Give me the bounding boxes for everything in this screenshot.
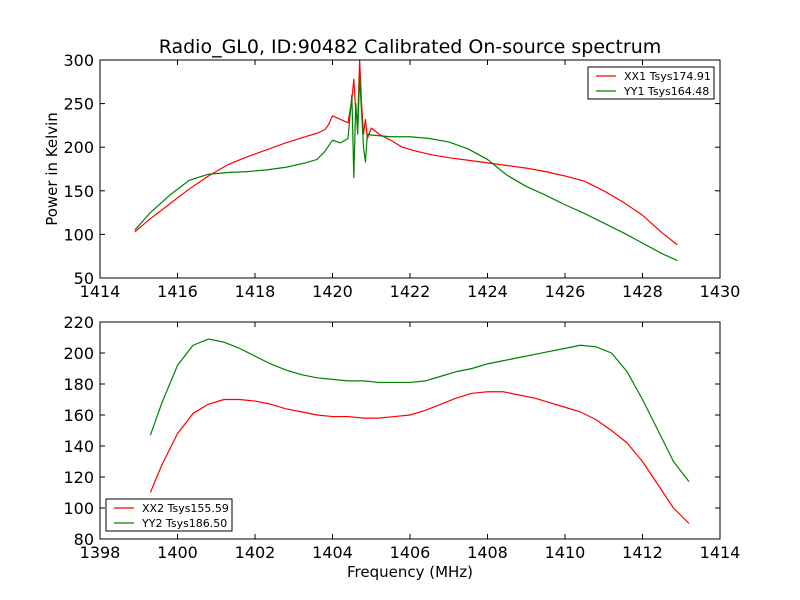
chart-top-x-tick-label: 1418 xyxy=(235,282,276,301)
chart-top-x-tick-label: 1422 xyxy=(390,282,431,301)
chart-top-legend-box xyxy=(587,66,715,100)
chart-top: Radio_GL0, ID:90482 Calibrated On-source… xyxy=(43,36,740,301)
chart-bottom-x-tick-label: 1400 xyxy=(157,543,198,562)
chart-top-y-tick-label: 250 xyxy=(63,95,94,114)
chart-bottom-legend: XX2 Tsys155.59 YY2 Tsys186.50 xyxy=(105,498,233,532)
chart-top-x-tick-label: 1416 xyxy=(157,282,198,301)
chart-top-legend: XX1 Tsys174.91 YY1 Tsys164.48 xyxy=(587,66,715,100)
chart-bottom-xlabel: Frequency (MHz) xyxy=(347,563,473,581)
chart-bottom-legend-label-2: YY2 Tsys186.50 xyxy=(141,517,227,530)
chart-top-y-tick-label: 300 xyxy=(63,51,94,70)
chart-bottom-x-tick-label: 1412 xyxy=(622,543,663,562)
chart-bottom-y-tick-label: 200 xyxy=(63,344,94,363)
chart-top-y-tick-label: 100 xyxy=(63,225,94,244)
chart-top-y-tick-label: 200 xyxy=(63,138,94,157)
chart-bottom-y-tick-label: 160 xyxy=(63,406,94,425)
chart-top-series-line-1 xyxy=(134,59,678,246)
chart-bottom-series-line-2 xyxy=(149,338,690,483)
chart-top-title: Radio_GL0, ID:90482 Calibrated On-source… xyxy=(159,36,662,58)
chart-bottom-x-tick-label: 1408 xyxy=(467,543,508,562)
chart-bottom-series-line-1 xyxy=(149,391,690,524)
chart-top-x-tick-label: 1430 xyxy=(700,282,741,301)
chart-bottom-x-tick-label: 1410 xyxy=(545,543,586,562)
chart-top-x-tick-label: 1420 xyxy=(312,282,353,301)
chart-bottom-y-tick-label: 180 xyxy=(63,375,94,394)
chart-bottom: Frequency (MHz) 1398 1400 1402 1404 1406 1408… xyxy=(63,313,740,581)
chart-top-legend-label-2: YY1 Tsys164.48 xyxy=(623,85,709,98)
chart-bottom-legend-label-1: XX2 Tsys155.59 xyxy=(142,502,229,515)
chart-bottom-y-tick-label: 120 xyxy=(63,468,94,487)
chart-bottom-legend-box xyxy=(105,498,233,532)
chart-top-y-tick-label: 150 xyxy=(63,182,94,201)
chart-bottom-y-tick-label: 80 xyxy=(74,530,94,549)
chart-top-x-tick-label: 1428 xyxy=(622,282,663,301)
chart-top-x-tick-label: 1414 xyxy=(80,282,121,301)
chart-bottom-x-tick-label: 1404 xyxy=(312,543,353,562)
chart-bottom-x-tick-label: 1402 xyxy=(235,543,276,562)
chart-bottom-x-tick-label: 1406 xyxy=(390,543,431,562)
chart-bottom-y-tick-label: 100 xyxy=(63,499,94,518)
chart-bottom-x-tick-label: 1414 xyxy=(700,543,741,562)
chart-top-x-tick-label: 1426 xyxy=(545,282,586,301)
chart-top-series-line-2 xyxy=(134,75,678,262)
chart-top-legend-label-1: XX1 Tsys174.91 xyxy=(624,70,711,83)
chart-bottom-ticks: 1398 1400 1402 1404 1406 1408 1410 1412 1414 80 10… xyxy=(63,313,740,562)
chart-top-ylabel: Power in Kelvin xyxy=(43,112,61,226)
chart-bottom-y-tick-label: 140 xyxy=(63,437,94,456)
chart-bottom-y-tick-label: 220 xyxy=(63,313,94,332)
chart-bottom-x-tick-label: 1398 xyxy=(80,543,121,562)
chart-top-ticks: 1414 1416 1418 1420 1422 1424 1426 1428 1430 50 10… xyxy=(63,51,740,301)
chart-top-y-tick-label: 50 xyxy=(74,269,94,288)
chart-top-x-tick-label: 1424 xyxy=(467,282,508,301)
